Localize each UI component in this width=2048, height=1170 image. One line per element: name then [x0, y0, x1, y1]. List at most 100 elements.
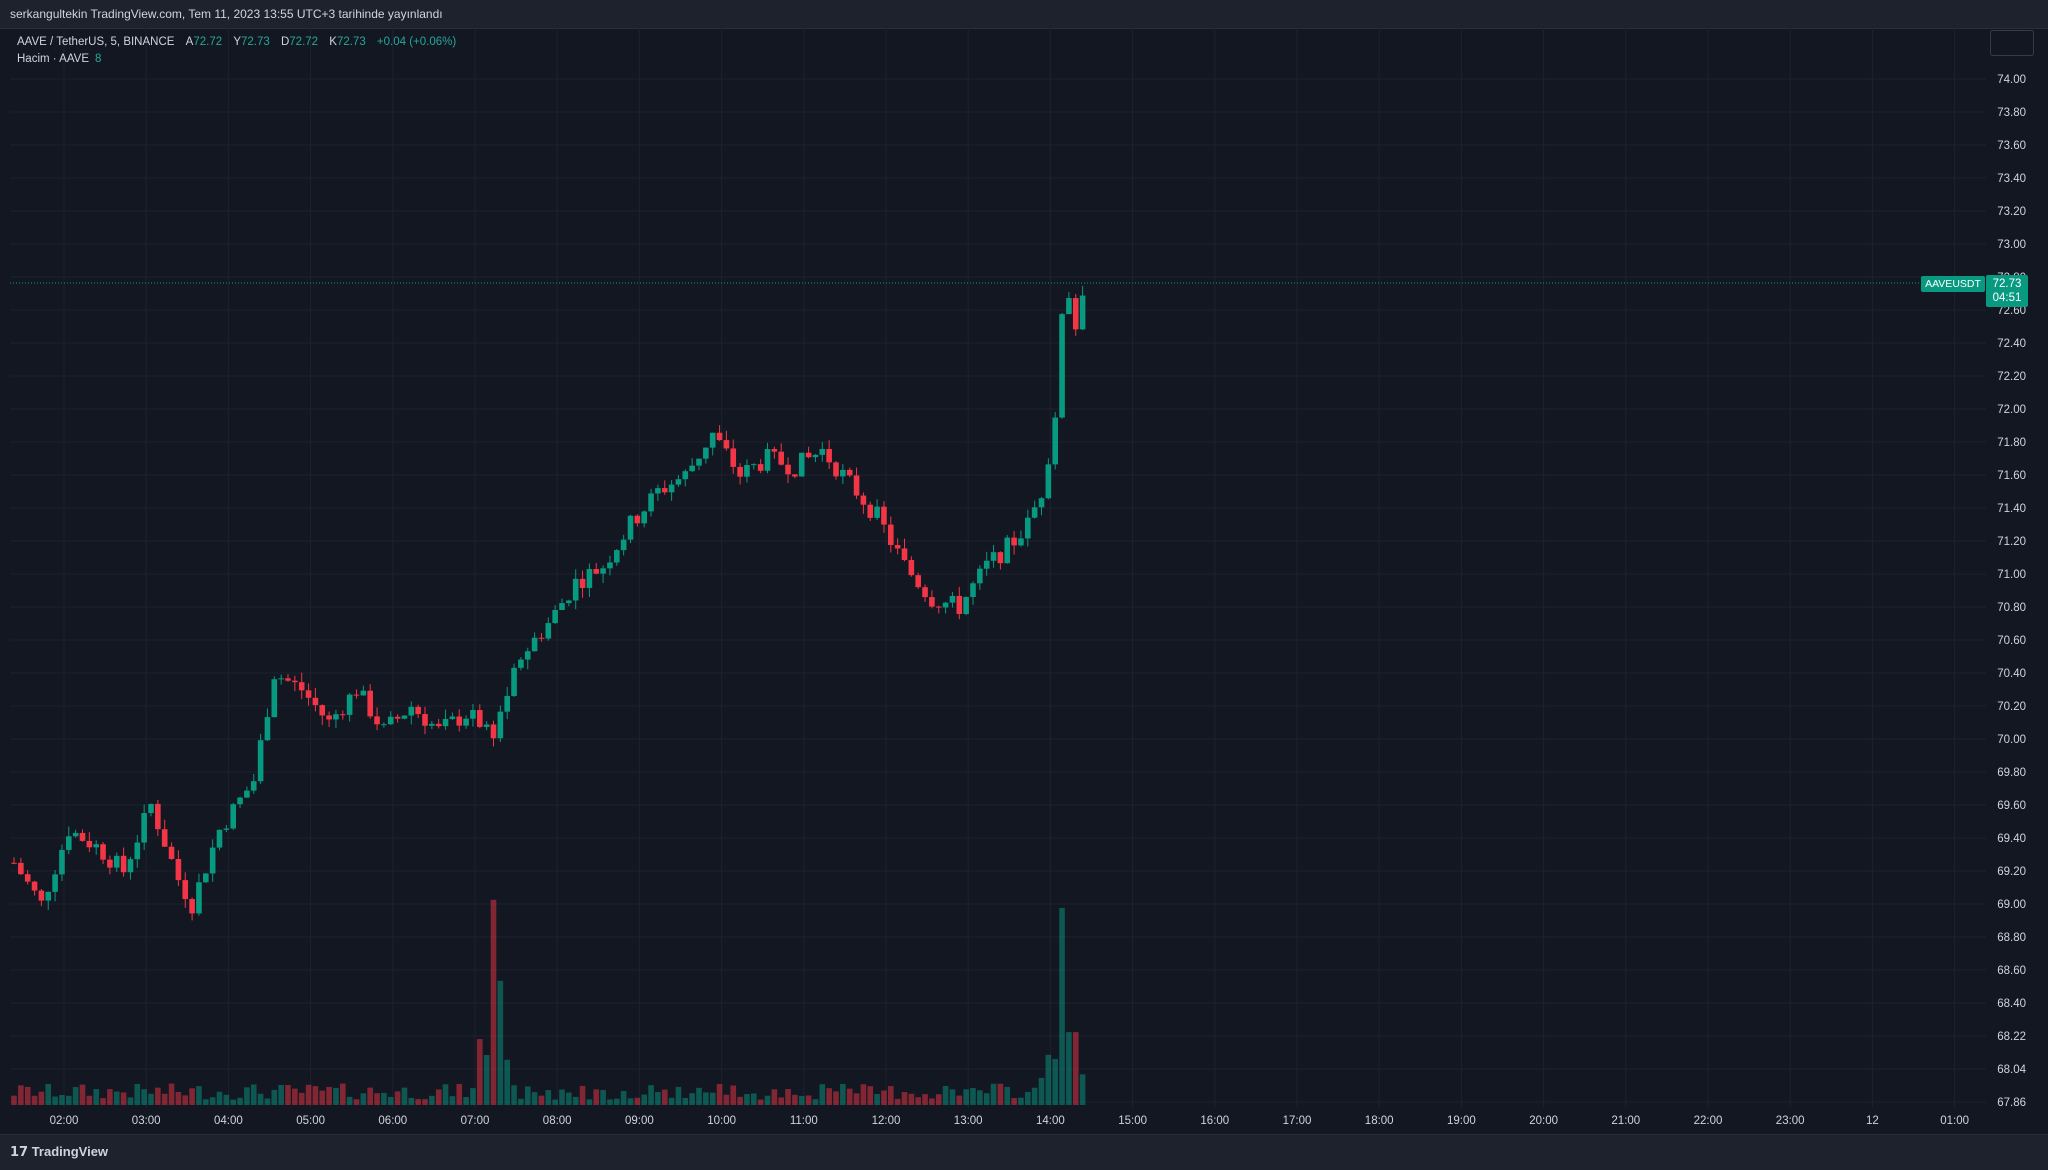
- volume-bar: [771, 1089, 778, 1105]
- volume-bar: [545, 1090, 552, 1105]
- volume-bar: [744, 1094, 750, 1105]
- candlestick-chart[interactable]: 74.0073.8073.6073.4073.2073.0072.8072.60…: [0, 28, 2048, 1134]
- close-value: 72.73: [336, 36, 366, 48]
- tradingview-logo[interactable]: 𝟭𝟳 TradingView: [10, 1144, 108, 1160]
- candle-body: [278, 678, 284, 680]
- volume-bar: [751, 1093, 757, 1105]
- candle-body: [956, 595, 963, 615]
- candle-body: [31, 881, 38, 891]
- candle-body: [559, 603, 565, 611]
- volume-bar: [463, 1097, 469, 1105]
- volume-bar: [120, 1092, 127, 1105]
- volume-bar: [648, 1085, 654, 1105]
- candle-body: [689, 465, 695, 472]
- candle-body: [326, 715, 332, 720]
- volume-bar: [93, 1089, 99, 1105]
- volume-bar: [11, 1095, 17, 1105]
- volume-bar: [264, 1098, 271, 1105]
- volume-bar: [860, 1084, 867, 1105]
- candle-body: [990, 552, 997, 561]
- candle-body: [929, 597, 935, 607]
- price-axis[interactable]: 74.0073.8073.6073.4073.2073.0072.8072.60…: [1997, 74, 2026, 1109]
- volume-bar: [949, 1089, 956, 1105]
- volume-bar: [853, 1093, 860, 1105]
- y-tick-label: 73.20: [1997, 206, 2026, 218]
- volume-bar: [340, 1083, 346, 1105]
- volume-bar: [24, 1086, 31, 1105]
- volume-bar: [175, 1092, 182, 1105]
- x-tick-label: 13:00: [954, 1115, 983, 1127]
- candle-body: [72, 832, 79, 837]
- x-tick-label: 07:00: [461, 1115, 490, 1127]
- volume-bar: [846, 1088, 853, 1105]
- volume-bar: [908, 1093, 915, 1105]
- candle-body: [463, 718, 469, 726]
- candle-body: [1011, 537, 1017, 546]
- volume-bar: [298, 1092, 305, 1105]
- volume-bar: [203, 1099, 209, 1105]
- candle-body: [1031, 507, 1038, 518]
- y-tick-label: 71.20: [1997, 536, 2026, 548]
- x-tick-label: 15:00: [1118, 1115, 1147, 1127]
- candle-body: [134, 842, 141, 860]
- y-tick-label: 73.80: [1997, 107, 2026, 119]
- chart-settings-button[interactable]: [1990, 30, 2034, 56]
- volume-bar: [483, 1055, 490, 1105]
- y-tick-label: 68.22: [1997, 1031, 2026, 1043]
- volume-bar: [59, 1095, 65, 1105]
- volume-bars: [11, 899, 1086, 1105]
- volume-bar: [977, 1090, 983, 1105]
- candle-body: [805, 452, 812, 458]
- volume-bar: [757, 1099, 764, 1105]
- volume-bar: [785, 1088, 791, 1105]
- volume-bar: [470, 1088, 476, 1105]
- volume-label[interactable]: Hacim · AAVE: [17, 53, 89, 65]
- volume-bar: [764, 1095, 771, 1105]
- time-axis[interactable]: 02:00 03:00 04:00 05:00 06:00 07:00 08:00 09:00…: [50, 1115, 1969, 1127]
- candle-body: [922, 587, 928, 598]
- y-tick-label: 71.60: [1997, 470, 2026, 482]
- x-tick-label: 02:00: [50, 1115, 79, 1127]
- candle-body: [819, 448, 826, 455]
- volume-bar: [477, 1039, 483, 1105]
- candle-body: [203, 873, 209, 883]
- low-value: 72.72: [289, 36, 319, 48]
- candle-body: [429, 723, 435, 726]
- volume-bar: [716, 1083, 723, 1105]
- candle-body: [833, 462, 839, 477]
- publish-header: serkangultekin TradingView.com, Tem 11, …: [0, 0, 2048, 29]
- candle-body: [298, 682, 305, 691]
- candle-body: [264, 717, 271, 741]
- candle-body: [113, 855, 120, 868]
- last-price-badge: 72.73 04:51: [1986, 275, 2028, 307]
- x-tick-label: 14:00: [1036, 1115, 1065, 1127]
- candle-body: [593, 569, 600, 574]
- candle-body: [716, 432, 723, 441]
- volume-bar: [894, 1098, 901, 1105]
- close-label: K: [329, 36, 337, 48]
- volume-bar: [566, 1092, 572, 1105]
- volume-bar: [586, 1099, 593, 1105]
- candle-body: [100, 844, 106, 860]
- candle-body: [66, 836, 72, 850]
- x-tick-label: 10:00: [707, 1115, 736, 1127]
- symbol-title[interactable]: AAVE / TetherUS, 5, BINANCE: [17, 36, 175, 48]
- volume-bar: [346, 1096, 353, 1105]
- bar-countdown: 04:51: [1992, 292, 2022, 304]
- candle-body: [1079, 295, 1086, 330]
- y-tick-label: 70.20: [1997, 701, 2026, 713]
- volume-bar: [723, 1094, 730, 1105]
- volume-bar: [963, 1089, 969, 1105]
- candle-body: [107, 859, 113, 868]
- candle-body: [182, 880, 189, 900]
- y-tick-label: 67.86: [1997, 1097, 2026, 1109]
- candle-body: [374, 716, 380, 725]
- volume-bar: [435, 1089, 442, 1105]
- volume-bar: [237, 1097, 243, 1105]
- volume-bar: [1038, 1077, 1045, 1105]
- x-tick-label: 05:00: [296, 1115, 325, 1127]
- candle-body: [449, 716, 456, 719]
- volume-bar: [1066, 1032, 1072, 1105]
- volume-bar: [696, 1087, 702, 1105]
- y-tick-label: 73.40: [1997, 173, 2026, 185]
